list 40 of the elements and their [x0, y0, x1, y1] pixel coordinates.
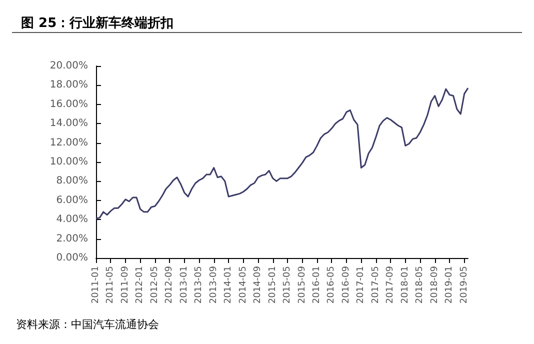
x-tick-label: 2017-01 — [356, 266, 366, 304]
x-tick-label: 2018-05 — [415, 266, 426, 304]
x-tick-label: 2016-01 — [312, 266, 322, 304]
y-tick-label: 0.00% — [56, 252, 88, 264]
x-tick-label: 2014-01 — [224, 266, 234, 304]
chart-title: 图 25：行业新车终端折扣 — [21, 15, 174, 31]
x-tick-label: 2011-01 — [91, 266, 101, 304]
x-tick-label: 2012-01 — [135, 266, 146, 304]
x-tick-label: 2017-05 — [370, 266, 381, 304]
x-tick-label: 2013-09 — [208, 266, 219, 304]
y-tick-label: 12.00% — [50, 137, 88, 148]
y-tick-label: 2.00% — [56, 233, 88, 244]
x-tick-label: 2018-09 — [430, 266, 440, 304]
y-tick-label: 8.00% — [56, 176, 88, 187]
x-tick-label: 2015-01 — [268, 266, 278, 304]
x-tick-label: 2011-09 — [120, 266, 130, 304]
y-tick-label: 16.00% — [50, 98, 88, 110]
x-tick-label: 2018-01 — [400, 266, 410, 304]
x-tick-label: 2014-09 — [253, 266, 264, 304]
x-tick-label: 2015-09 — [297, 266, 308, 304]
text: 资料来源：中国汽车流通协会 — [16, 318, 159, 331]
x-tick-label: 2019-01 — [444, 266, 455, 304]
x-tick-label: 2017-09 — [386, 266, 396, 304]
x-tick-label: 2016-05 — [326, 266, 337, 304]
x-tick-label: 2012-05 — [150, 266, 160, 304]
x-tick-label: 2012-09 — [164, 266, 175, 304]
x-tick-label: 2016-09 — [341, 266, 352, 304]
x-tick-label: 2013-01 — [179, 266, 190, 304]
x-tick-label: 2015-05 — [282, 266, 293, 304]
y-tick-label: 18.00% — [50, 80, 88, 91]
y-tick-label: 14.00% — [50, 118, 88, 130]
y-tick-label: 20.00% — [50, 60, 88, 72]
y-tick-label: 10.00% — [50, 156, 88, 168]
x-tick-label: 2019-05 — [459, 266, 470, 304]
line-series — [95, 87, 469, 220]
x-tick-label: 2013-05 — [194, 266, 204, 304]
y-tick-label: 4.00% — [56, 214, 88, 226]
x-tick-label: 2014-05 — [238, 266, 248, 304]
x-tick-label: 2011-05 — [106, 266, 116, 304]
y-tick-label: 6.00% — [56, 194, 88, 206]
